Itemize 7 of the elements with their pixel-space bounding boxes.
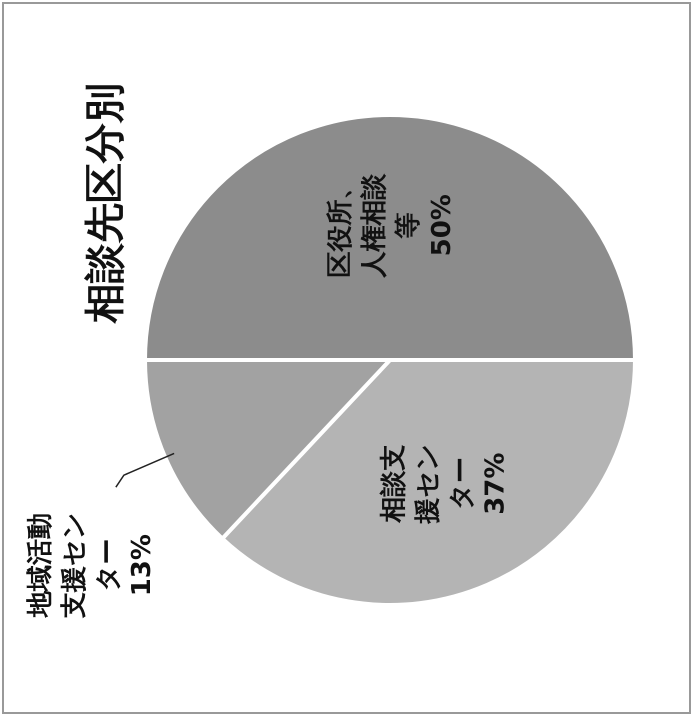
data-label: 50% bbox=[427, 194, 458, 256]
text: 相談先区分別 bbox=[82, 83, 128, 324]
slice-label: 地域活動支援センター bbox=[25, 512, 123, 620]
data-label: 13% bbox=[127, 534, 157, 596]
slice-label: 区役所、人権相談等 bbox=[325, 172, 424, 278]
slice-label: 相談支援センター bbox=[378, 444, 477, 525]
data-label: 37% bbox=[480, 452, 511, 515]
